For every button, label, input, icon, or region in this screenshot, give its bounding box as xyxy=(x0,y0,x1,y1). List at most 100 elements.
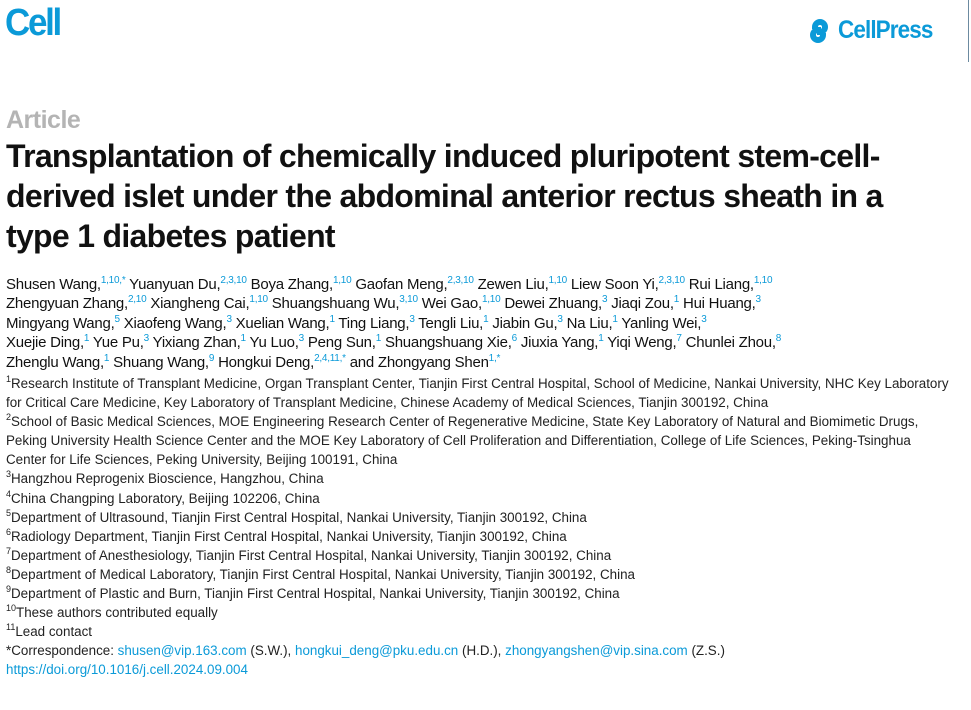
author: Jiabin Gu,3 xyxy=(492,314,563,332)
publisher-logo: CellPress xyxy=(806,16,943,45)
author-affiliation-marker: 3 xyxy=(701,313,707,325)
author: Yixiang Zhan,1 xyxy=(153,334,247,352)
author-name: Zewen Liu, xyxy=(477,276,549,293)
author: Shuang Wang,9 xyxy=(113,353,214,371)
author: Yu Luo,3 xyxy=(250,333,305,352)
email-owner: (S.W.), xyxy=(246,643,295,659)
author: Liew Soon Yi,2,3,10 xyxy=(570,276,685,294)
affiliation-number: 2 xyxy=(6,412,12,423)
author-affiliation-marker: 3 xyxy=(409,313,415,325)
email-link[interactable]: hongkui_deng@pku.edu.cn xyxy=(295,643,459,659)
author-name: Gaofan Meng, xyxy=(355,276,448,293)
affiliation-text: Department of Medical Laboratory, Tianji… xyxy=(11,566,635,582)
affiliation-text: Hangzhou Reprogenix Bioscience, Hangzhou… xyxy=(11,471,324,487)
author-affiliation-marker: 7 xyxy=(676,333,682,345)
affiliation: 9Department of Plastic and Burn, Tianjin… xyxy=(6,584,954,603)
affiliation-number: 7 xyxy=(6,545,12,556)
affiliation-text: Department of Anesthesiology, Tianjin Fi… xyxy=(11,547,612,563)
author-name: Jiabin Gu, xyxy=(492,314,558,332)
author-affiliation-marker: 1 xyxy=(83,333,90,345)
author-name: Shuangshuang Wu, xyxy=(271,295,400,313)
affiliation-text: These authors contributed equally xyxy=(16,605,218,621)
affiliation-number: 4 xyxy=(6,488,12,499)
affiliation-number: 6 xyxy=(6,526,12,537)
affiliation-text: Department of Plastic and Burn, Tianjin … xyxy=(11,586,620,602)
author-affiliation-marker: 1,10 xyxy=(548,275,568,286)
author: Chunlei Zhou,8 xyxy=(686,333,782,352)
author-name: Hui Huang, xyxy=(683,295,756,313)
author: Zhenglu Wang,1 xyxy=(6,352,110,371)
affiliation-number: 3 xyxy=(6,469,12,480)
affiliation: 8Department of Medical Laboratory, Tianj… xyxy=(6,565,954,584)
author-affiliation-marker: 2,3,10 xyxy=(220,275,247,286)
affiliation: 2School of Basic Medical Sciences, MOE E… xyxy=(6,412,954,469)
affiliation-number: 11 xyxy=(6,622,16,633)
author-affiliation-marker: 1,10 xyxy=(249,294,268,306)
publisher-name: CellPress xyxy=(838,16,933,44)
author-affiliation-marker: 1 xyxy=(612,313,618,325)
author: Zewen Liu,1,10 xyxy=(477,275,568,294)
affiliation-number: 8 xyxy=(6,564,12,575)
author-name: Boya Zhang, xyxy=(250,276,334,293)
author-name: Xuejie Ding, xyxy=(6,334,84,352)
email-link[interactable]: zhongyangshen@vip.sina.com xyxy=(505,643,688,659)
email-link[interactable]: shusen@vip.163.com xyxy=(117,643,247,659)
affiliation-number: 5 xyxy=(6,507,12,518)
doi-link[interactable]: https://doi.org/10.1016/j.cell.2024.09.0… xyxy=(6,662,248,678)
author: Xuelian Wang,1 xyxy=(235,314,335,332)
author-list: Shusen Wang,1,10,* Yuanyuan Du,2,3,10 Bo… xyxy=(6,275,958,372)
author-name: Xuelian Wang, xyxy=(235,314,330,332)
author: Xuejie Ding,1 xyxy=(6,333,90,352)
author-affiliation-marker: 3 xyxy=(601,294,608,306)
author-name: Yue Pu, xyxy=(92,334,144,352)
author-affiliation-marker: 3 xyxy=(298,333,305,345)
author-affiliation-marker: 1,10 xyxy=(753,275,773,286)
author: Dewei Zhuang,3 xyxy=(504,294,608,313)
author-affiliation-marker: 3 xyxy=(226,313,232,325)
author: Ting Liang,3 xyxy=(338,313,415,332)
author: Yiqi Weng,7 xyxy=(607,333,682,352)
author-affiliation-marker: 6 xyxy=(511,333,518,345)
author: Xiangheng Cai,1,10 xyxy=(150,294,268,313)
email-owner: (Z.S.) xyxy=(687,643,725,659)
author: Yanling Wei,3 xyxy=(621,313,707,332)
author-affiliation-marker: 1,10,* xyxy=(100,275,126,286)
author-affiliation-marker: 1,10 xyxy=(332,275,352,286)
author: Na Liu,1 xyxy=(566,313,618,332)
author: Boya Zhang,1,10 xyxy=(250,275,352,294)
affiliation: 11Lead contact xyxy=(6,622,954,641)
affiliation-text: Lead contact xyxy=(15,624,93,640)
author-name: Hongkui Deng, xyxy=(218,353,315,371)
author-name: Zhengyuan Zhang, xyxy=(6,295,128,313)
author-affiliation-marker: 1 xyxy=(375,333,382,345)
affiliation: 7Department of Anesthesiology, Tianjin F… xyxy=(6,546,954,565)
paper-title: Transplantation of chemically induced pl… xyxy=(6,138,883,254)
author: Wei Gao,1,10 xyxy=(421,294,501,313)
affiliation-text: Radiology Department, Tianjin First Cent… xyxy=(11,528,567,544)
author: Rui Liang,1,10 xyxy=(689,275,773,294)
author-name: Yuanyuan Du, xyxy=(129,276,221,293)
author-affiliation-marker: 8 xyxy=(775,333,782,345)
author-name: Liew Soon Yi, xyxy=(570,276,659,293)
author: Gaofan Meng,2,3,10 xyxy=(355,276,474,294)
journal-logo: Cell xyxy=(5,2,62,44)
author-affiliation-marker: 5 xyxy=(114,313,121,325)
author-affiliation-marker: 3,10 xyxy=(399,294,418,306)
author-name: Na Liu, xyxy=(566,314,613,332)
affiliation: 6Radiology Department, Tianjin First Cen… xyxy=(6,527,954,546)
author-name: Zhenglu Wang, xyxy=(6,353,104,371)
author-name: Ting Liang, xyxy=(338,314,410,332)
author-name: Tengli Liu, xyxy=(418,314,484,332)
author-affiliation-marker: 1 xyxy=(103,352,110,364)
author-name: Wei Gao, xyxy=(421,295,483,313)
author-affiliation-marker: 3 xyxy=(143,333,150,345)
author-affiliation-marker: 3 xyxy=(755,294,762,306)
affiliation: 3Hangzhou Reprogenix Bioscience, Hangzho… xyxy=(6,469,954,488)
affiliation: 10These authors contributed equally xyxy=(6,603,954,622)
doi: https://doi.org/10.1016/j.cell.2024.09.0… xyxy=(6,660,954,679)
author-name: Dewei Zhuang, xyxy=(504,295,602,313)
affiliation: 5Department of Ultrasound, Tianjin First… xyxy=(6,508,954,527)
author: Shusen Wang,1,10,* xyxy=(6,275,126,294)
article-type: Article xyxy=(6,106,81,134)
author-affiliation-marker: 1,10 xyxy=(481,294,501,306)
